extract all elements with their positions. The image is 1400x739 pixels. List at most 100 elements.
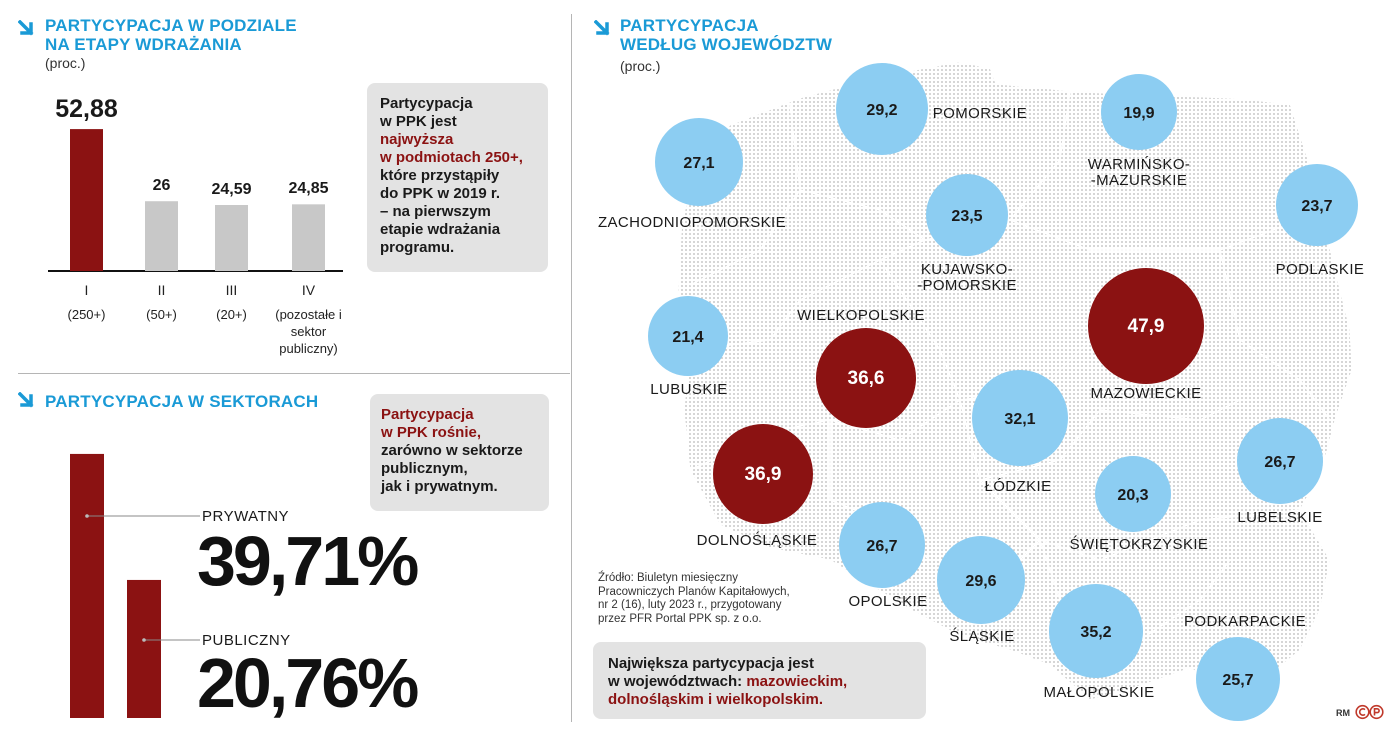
region-value-label: 26,7 bbox=[1264, 454, 1295, 471]
stage-category-label: II bbox=[157, 282, 166, 298]
region-value-label: 36,6 bbox=[848, 368, 885, 389]
arrow-down-right-icon bbox=[18, 20, 34, 36]
region-bubble bbox=[1049, 584, 1143, 678]
sector-name-label: PUBLICZNY bbox=[202, 632, 291, 649]
arrow-down-right-icon bbox=[18, 392, 34, 408]
region-value-label: 27,1 bbox=[683, 155, 714, 172]
region-value-label: 29,2 bbox=[866, 102, 897, 119]
region-name-label: WARMIŃSKO- bbox=[1088, 156, 1191, 173]
region-name-label: OPOLSKIE bbox=[848, 593, 927, 610]
stages-note-highlight: najwyższa bbox=[380, 131, 454, 148]
sectors-note-highlight: w PPK rośnie, bbox=[381, 424, 482, 441]
sectors-note: Partycypacja w PPK rośnie, zarówno w sek… bbox=[370, 394, 549, 511]
section-divider-horizontal bbox=[18, 373, 570, 374]
sector-value-label: 20,76% bbox=[197, 644, 419, 722]
sector-leader-dot bbox=[142, 638, 146, 642]
region-name-label: ŁÓDZKIE bbox=[985, 478, 1052, 495]
region-name-label: DOLNOŚLĄSKIE bbox=[697, 531, 818, 549]
region-name-label: ZACHODNIOPOMORSKIE bbox=[598, 214, 786, 231]
stages-note-line: Partycypacja bbox=[380, 95, 473, 112]
sector-name-label: PRYWATNY bbox=[202, 508, 290, 525]
stage-category-label: IV bbox=[301, 282, 316, 298]
region-bubble bbox=[1196, 637, 1280, 721]
region-name-label: PODLASKIE bbox=[1276, 261, 1365, 278]
region-bubble bbox=[926, 174, 1008, 256]
region-bubble bbox=[1101, 74, 1177, 150]
source-line: Pracowniczych Planów Kapitałowych, bbox=[598, 585, 790, 598]
sectors-note-line: jak i prywatnym. bbox=[381, 478, 498, 495]
region-value-label: 26,7 bbox=[866, 538, 897, 555]
region-name-label: -POMORSKIE bbox=[917, 277, 1017, 294]
stages-note-line: które przystąpiły bbox=[380, 167, 500, 184]
stages-note-line: w PPK jest bbox=[380, 113, 457, 130]
map-note-text: w województwach: bbox=[608, 673, 747, 690]
map-note-highlight: mazowieckim, bbox=[746, 673, 848, 690]
map-unit: (proc.) bbox=[620, 58, 661, 74]
arrow-down-right-icon bbox=[594, 20, 610, 36]
stages-title-line1: PARTYCYPACJA W PODZIALE bbox=[45, 16, 297, 35]
region-name-label: -MAZURSKIE bbox=[1091, 172, 1188, 189]
region-value-label: 25,7 bbox=[1222, 672, 1253, 689]
stages-note-line: etapie wdrażania bbox=[380, 221, 501, 238]
stage-bar bbox=[70, 129, 103, 271]
map-title: PARTYCYPACJA WEDŁUG WOJEWÓDZTW bbox=[620, 16, 832, 54]
region-name-label: LUBUSKIE bbox=[650, 381, 727, 398]
copyright-logo-icon bbox=[1355, 704, 1384, 720]
stages-note: Partycypacja w PPK jest najwyższa w podm… bbox=[367, 83, 548, 272]
stage-category-label: I bbox=[84, 282, 89, 298]
stages-title: PARTYCYPACJA W PODZIALE NA ETAPY WDRAŻAN… bbox=[45, 16, 297, 54]
region-value-label: 32,1 bbox=[1004, 411, 1035, 428]
region-name-label: POMORSKIE bbox=[933, 105, 1027, 122]
region-value-label: 19,9 bbox=[1123, 105, 1154, 122]
stages-unit: (proc.) bbox=[45, 55, 86, 71]
stages-note-line: programu. bbox=[380, 239, 455, 256]
map-note-line: Największa partycypacja jest bbox=[608, 655, 814, 672]
sector-value-label: 39,71% bbox=[197, 522, 419, 600]
sectors-bar-chart bbox=[70, 453, 200, 718]
map-note: Największa partycypacja jest w województ… bbox=[593, 642, 926, 719]
stage-category-label: III bbox=[225, 282, 238, 298]
stage-category-subtitle: (250+) bbox=[67, 307, 106, 322]
region-name-label: ŚLĄSKIE bbox=[949, 627, 1014, 645]
region-name-label: LUBELSKIE bbox=[1237, 509, 1322, 526]
region-bubble bbox=[1088, 268, 1204, 384]
sectors-note-line: zarówno w sektorze bbox=[381, 442, 523, 459]
source-line: nr 2 (16), luty 2023 r., przygotowany bbox=[598, 599, 782, 611]
source-note: Źródło: Biuletyn miesięczny Pracowniczyc… bbox=[598, 572, 828, 626]
region-bubble bbox=[713, 424, 813, 524]
region-name-label: MAŁOPOLSKIE bbox=[1043, 684, 1154, 701]
region-name-label: ŚWIĘTOKRZYSKIE bbox=[1070, 535, 1209, 553]
region-name-label: KUJAWSKO- bbox=[921, 261, 1013, 278]
region-value-label: 35,2 bbox=[1080, 624, 1111, 641]
map-title-line1: PARTYCYPACJA bbox=[620, 16, 759, 35]
stage-category-subtitle: (pozostałe i sektor publiczny) bbox=[275, 307, 342, 356]
stages-title-line2: NA ETAPY WDRAŻANIA bbox=[45, 35, 242, 54]
map-note-highlight: dolnośląskim i wielkopolskim. bbox=[608, 691, 824, 708]
sectors-note-highlight: Partycypacja bbox=[381, 406, 474, 423]
stage-value-label: 52,88 bbox=[55, 95, 118, 124]
region-bubble bbox=[648, 296, 728, 376]
region-value-label: 21,4 bbox=[672, 329, 703, 346]
stage-value-label: 24,85 bbox=[288, 180, 329, 198]
region-bubble bbox=[1095, 456, 1171, 532]
region-name-label: PODKARPACKIE bbox=[1184, 613, 1306, 630]
region-bubble bbox=[972, 370, 1068, 466]
stages-note-line: do PPK w 2019 r. bbox=[380, 185, 501, 202]
region-value-label: 23,5 bbox=[951, 208, 982, 225]
stages-bar-chart bbox=[48, 129, 343, 272]
region-value-label: 36,9 bbox=[745, 464, 782, 485]
bubbles-layer: 29,2 POMORSKIE 19,9 WARMIŃSKO--MAZURSKIE 27,… bbox=[598, 63, 1364, 721]
region-value-label: 23,7 bbox=[1301, 198, 1332, 215]
stage-value-label: 26 bbox=[152, 177, 171, 195]
stage-bar bbox=[292, 204, 325, 271]
source-line: Źródło: Biuletyn miesięczny bbox=[598, 572, 738, 584]
sectors-note-line: publicznym, bbox=[381, 460, 468, 477]
sector-leader-dot bbox=[85, 514, 89, 518]
sector-bar bbox=[70, 453, 104, 718]
region-bubble bbox=[816, 328, 916, 428]
region-bubble bbox=[1237, 418, 1323, 504]
region-name-label: MAZOWIECKIE bbox=[1090, 385, 1201, 402]
stage-bar bbox=[145, 201, 178, 271]
stage-category-subtitle: (50+) bbox=[146, 307, 177, 322]
